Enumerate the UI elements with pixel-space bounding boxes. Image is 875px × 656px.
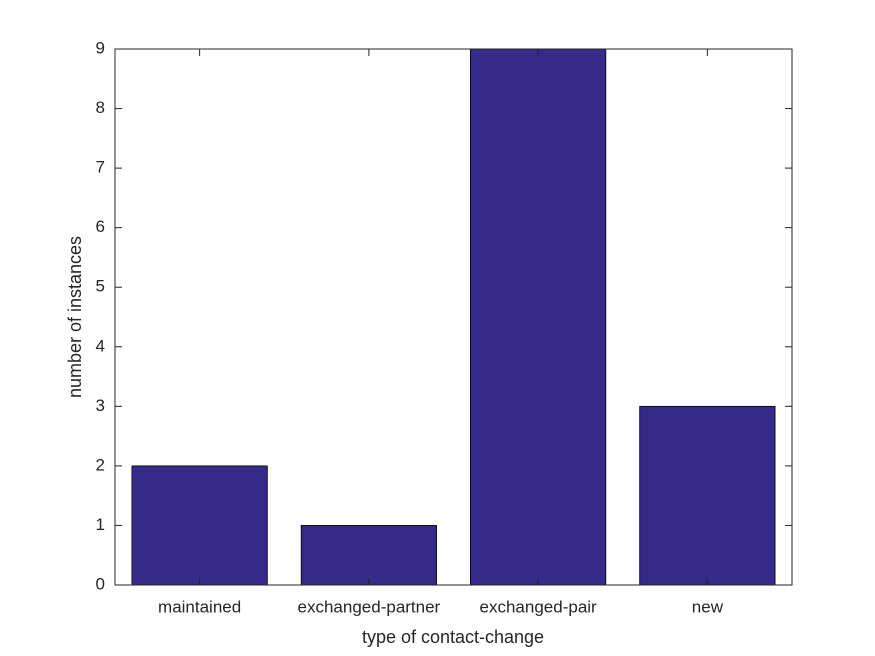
y-tick-label: 7 [96,158,105,177]
x-tick-label: exchanged-partner [298,597,441,616]
y-tick-label: 5 [96,277,105,296]
axes-box [114,48,793,586]
bar [300,525,437,586]
y-tick-label: 1 [96,515,105,534]
bar [131,465,268,586]
x-axis-label: type of contact-change [362,627,544,647]
y-tick-label: 0 [96,574,105,593]
y-tick-label: 9 [96,38,105,57]
y-tick-label: 2 [96,455,105,474]
bar [470,48,607,586]
y-tick-label: 8 [96,98,105,117]
x-tick-label: new [692,597,724,616]
y-tick-label: 4 [96,336,105,355]
y-axis-label: number of instances [65,236,85,398]
x-tick-label: exchanged-pair [480,597,598,616]
bar [639,405,776,586]
y-tick-label: 3 [96,396,105,415]
x-tick-label: maintained [158,597,241,616]
y-tick-label: 6 [96,217,105,236]
